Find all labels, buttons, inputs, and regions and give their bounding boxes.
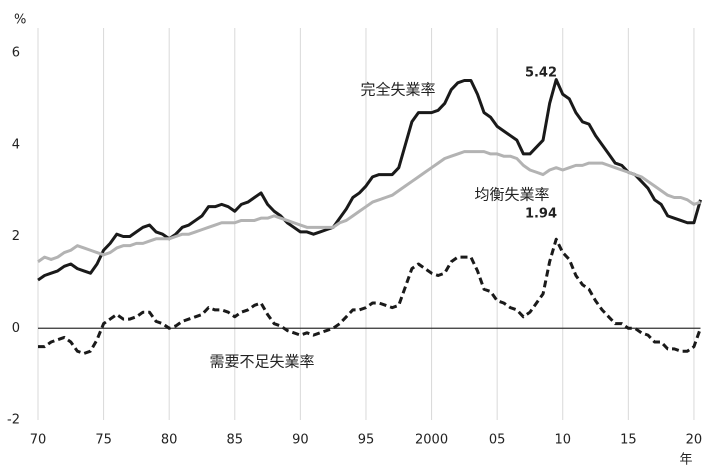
x-tick-label: 70 [30, 433, 47, 448]
peak-label: 5.42 [525, 66, 557, 81]
x-tick-label: 2000 [415, 433, 448, 448]
x-tick-label: 85 [227, 433, 244, 448]
x-tick-label: 95 [358, 433, 375, 448]
y-tick-label: 2 [12, 229, 20, 244]
x-tick-label: 80 [161, 433, 178, 448]
y-unit-label: % [14, 13, 26, 28]
x-tick-label: 75 [95, 433, 112, 448]
peak-label: 1.94 [525, 207, 557, 222]
series-line [38, 237, 702, 355]
series-label: 均衡失業率 [474, 186, 549, 204]
x-tick-label: 15 [620, 433, 637, 448]
y-tick-label: 6 [12, 46, 20, 61]
x-tick-label: 90 [292, 433, 309, 448]
x-tick-label: 10 [554, 433, 571, 448]
series-line [37, 150, 701, 263]
y-tick-label: 0 [12, 321, 20, 336]
y-tick-label: 4 [12, 137, 20, 152]
series-label: 完全失業率 [360, 81, 435, 99]
x-unit-label: 年 [679, 453, 692, 468]
y-tick-label: -2 [7, 413, 20, 428]
x-tick-label: 20 [686, 433, 703, 448]
series-label: 需要不足失業率 [209, 353, 314, 371]
series-line [37, 78, 702, 282]
x-tick-label: 05 [489, 433, 506, 448]
